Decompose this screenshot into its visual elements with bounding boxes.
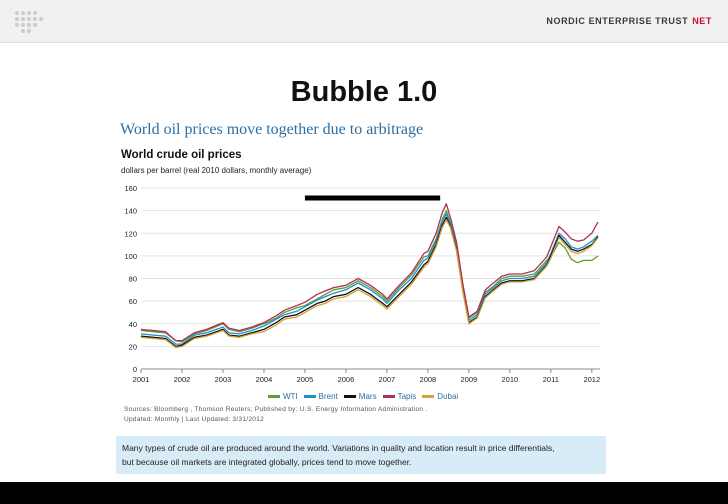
legend-label: WTI (283, 391, 298, 401)
chart-legend: WTI Brent Mars Tapis Dubai (268, 390, 464, 402)
brand-suffix: NET (692, 16, 712, 26)
header-bar: NORDIC ENTERPRISE TRUST NET (0, 0, 728, 43)
legend-item-dubai: Dubai (422, 392, 458, 401)
legend-swatch (422, 394, 435, 398)
series-line-tapis (140, 203, 599, 342)
updated-line: Updated: Monthly | Last Updated: 3/31/20… (124, 416, 265, 423)
chart-title: World crude oil prices (121, 149, 242, 161)
x-tick-label: 2006 (338, 375, 355, 384)
x-tick-label: 2008 (420, 375, 437, 384)
legend-swatch (268, 394, 280, 398)
chart-sources: Sources: Bloomberg , Thomson Reuters; Pu… (124, 405, 428, 425)
x-tick-label: 2011 (543, 375, 559, 384)
x-tick-label: 2009 (461, 375, 478, 384)
slide-title: Bubble 1.0 (290, 76, 438, 108)
legend-item-mars: Mars (343, 391, 377, 401)
legend-label: Tapis (397, 391, 417, 401)
chart-subtitle: dollars per barrel (real 2010 dollars, m… (121, 166, 312, 175)
legend-swatch (343, 394, 356, 398)
caption-line-2: but because oil markets are integrated g… (122, 457, 412, 467)
legend-swatch (382, 394, 395, 398)
y-tick-label: 80 (129, 275, 137, 284)
legend-label: Brent (318, 391, 338, 401)
x-tick-label: 2005 (297, 375, 314, 384)
series-line-brent (140, 213, 599, 345)
y-tick-label: 0 (133, 365, 137, 374)
legend-swatch (303, 394, 316, 398)
x-tick-label: 2004 (256, 375, 273, 384)
series-line-mars (140, 216, 599, 348)
brand-text: NORDIC ENTERPRISE TRUST (546, 16, 689, 26)
x-tick-label: 2012 (583, 375, 600, 384)
x-tick-label: 2002 (174, 375, 191, 384)
series-line-wti (140, 209, 599, 343)
x-tick-label: 2001 (133, 375, 150, 384)
slide-subheading: World oil prices move together due to ar… (120, 121, 424, 138)
dot-grid-logo-icon (15, 11, 43, 33)
y-tick-label: 40 (129, 320, 137, 329)
sources-line: Sources: Bloomberg , Thomson Reuters; Pu… (124, 406, 428, 413)
legend-label: Mars (358, 391, 377, 401)
caption-line-1: Many types of crude oil are produced aro… (122, 443, 555, 453)
x-tick-label: 2003 (215, 375, 232, 384)
y-tick-label: 100 (124, 252, 137, 261)
series-line-dubai (140, 219, 599, 349)
legend-item-brent: Brent (303, 391, 338, 401)
y-tick-label: 120 (124, 229, 137, 238)
brand-logo: NORDIC ENTERPRISE TRUST NET (546, 16, 712, 26)
legend-label: Dubai (437, 391, 459, 401)
footer-bar (0, 482, 728, 504)
legend-item-tapis: Tapis (382, 391, 417, 401)
y-tick-label: 60 (129, 297, 137, 306)
x-tick-label: 2007 (379, 375, 396, 384)
y-tick-label: 140 (124, 207, 137, 216)
y-tick-label: 160 (124, 184, 137, 193)
legend-item-wti: WTI (268, 392, 298, 401)
x-tick-label: 2010 (501, 375, 518, 384)
y-tick-label: 20 (129, 342, 137, 351)
caption-box: Many types of crude oil are produced aro… (116, 436, 606, 474)
